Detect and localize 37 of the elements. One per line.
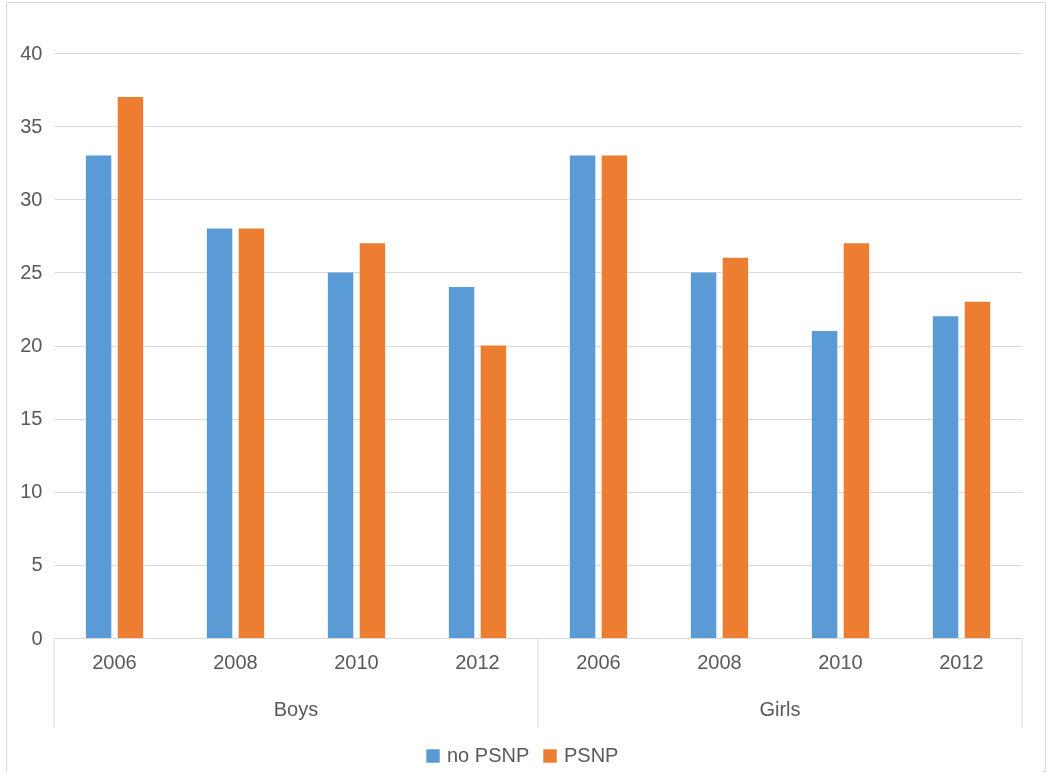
bar: [206, 228, 233, 638]
x-tick-label: 2008: [213, 650, 258, 673]
text: Boys: [273, 698, 319, 720]
x-tick-label: 2008: [697, 650, 742, 673]
bar: [238, 228, 265, 638]
bar: [480, 345, 507, 638]
y-tick-label: 5: [31, 553, 43, 576]
bar: [964, 301, 991, 638]
legend-label: PSNP: [564, 744, 619, 766]
y-tick-label: 30: [20, 187, 43, 210]
bar: [843, 243, 870, 638]
bar: [722, 257, 749, 638]
legend-label: no PSNP: [447, 744, 530, 766]
bar: [569, 155, 596, 638]
bar: [359, 243, 386, 638]
y-tick-label: 25: [20, 260, 43, 283]
bar: [117, 96, 144, 638]
x-tick-label: 2012: [939, 650, 984, 673]
bar: [85, 155, 112, 638]
y-tick-label: 15: [20, 407, 43, 430]
bar: [932, 316, 959, 638]
y-tick-label: 0: [31, 626, 43, 649]
y-tick-label: 40: [20, 41, 43, 64]
x-tick-label: 2006: [576, 650, 621, 673]
text: Girls: [759, 698, 801, 720]
y-tick-label: 35: [20, 114, 43, 137]
bar: [811, 330, 838, 638]
x-tick-label: 2010: [818, 650, 863, 673]
x-tick-label: 2012: [455, 650, 500, 673]
y-tick-label: 20: [20, 334, 43, 356]
bar: [448, 287, 475, 638]
bar: [690, 272, 717, 638]
y-tick-label: 10: [20, 480, 43, 503]
x-tick-label: 2010: [334, 650, 379, 673]
bar: [601, 155, 628, 638]
bar: [327, 272, 354, 638]
x-tick-label: 2006: [92, 650, 137, 673]
